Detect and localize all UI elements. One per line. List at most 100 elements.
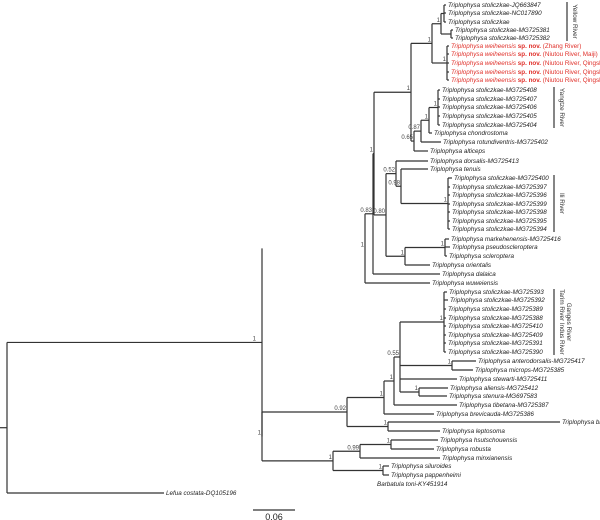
tip-label: Triplophysa stoliczkae-MG725397	[452, 184, 547, 191]
tip-label: Triplophysa leptosoma	[442, 428, 505, 435]
tip-label: Triplophysa pappenheimi	[391, 472, 461, 479]
support-value: 1	[443, 57, 447, 63]
tip-label: Triplophysa rotundiventris-MG725402	[443, 139, 548, 146]
tip-label: Triplophysa orientalis	[432, 262, 492, 269]
tip-label: Triplophysa tibetana-MG725387	[459, 402, 549, 409]
clade-label: Yellow River	[571, 4, 578, 38]
support-value: 0.83	[360, 208, 372, 214]
tip-label: Triplophysa stoliczkae-MG725391	[448, 340, 543, 347]
tip-label: Triplophysa weiheensis sp. nov. (Zhang R…	[451, 43, 581, 50]
support-value: 0.98	[388, 180, 400, 186]
tip-label: Triplophysa stoliczkae-MG725410	[448, 323, 543, 330]
tip-label: Triplophysa stoliczkae-MG725407	[442, 96, 537, 103]
support-value: 1	[441, 242, 445, 248]
clade-label: Yangtze River	[558, 88, 565, 127]
tip-label: Triplophysa stoliczkae-MG725398	[452, 209, 547, 216]
tip-labels: Triplophysa stoliczkae-JQ663847Triplophy…	[166, 2, 600, 497]
tip-label: Triplophysa stoliczkae-MG725408	[442, 87, 537, 94]
tip-label: Triplophysa minxianensis	[442, 455, 513, 462]
tip-label: Triplophysa robusta	[436, 446, 491, 453]
tip-label: Triplophysa stoliczkae-MG725390	[448, 349, 543, 356]
support-value: 1	[387, 439, 391, 445]
support-value: 0.65	[401, 135, 413, 141]
tip-label: Triplophysa stoliczkae-MG725405	[442, 113, 537, 120]
tip-label: Triplophysa alticeps	[430, 148, 486, 155]
tip-label: Triplophysa tenuis	[430, 166, 481, 173]
tip-label: Triplophysa stoliczkae-MG725382	[455, 35, 550, 42]
support-value: 1	[258, 430, 262, 436]
tip-label: Triplophysa stewarti-MG725411	[459, 376, 547, 383]
support-value: 1	[361, 242, 365, 248]
tip-label: Triplophysa stoliczkae-MG725395	[452, 218, 547, 225]
support-value: 1	[384, 421, 388, 427]
support-value: 1	[407, 86, 411, 92]
clade-label: Ili River	[558, 193, 565, 214]
support-value: 1	[390, 375, 394, 381]
tree-branches	[0, 2, 568, 494]
support-value: 1	[401, 250, 405, 256]
clade-label: Ganges River	[565, 303, 572, 342]
support-value: 1	[444, 198, 448, 204]
support-value: 1	[425, 114, 429, 120]
support-value: 1	[380, 392, 384, 398]
scale-bar: 0.06	[253, 509, 295, 520]
support-value: 1	[437, 18, 441, 24]
tip-label: Triplophysa weiheensis sp. nov. (Niutou …	[451, 69, 600, 76]
tip-label: Triplophysa stoliczkae-MG725389	[448, 306, 543, 313]
tip-label: Triplophysa stoliczkae-MG725396	[452, 192, 547, 199]
tip-label: Triplophysa stoliczkae-MG725393	[449, 289, 544, 296]
clade-brackets: Yellow River Yangtze River Ili River Tarim …	[558, 4, 578, 354]
tip-label: Triplophysa stoliczkae-MG725409	[448, 332, 543, 339]
tip-label: Triplophysa bleekeri	[562, 419, 600, 426]
support-value: 0.80	[373, 209, 385, 215]
clade-label: Tarim River Indus River	[558, 289, 565, 354]
support-value: 1	[329, 455, 333, 461]
tip-label: Triplophysa aliensis-MG725412	[450, 385, 539, 392]
tip-label: Triplophysa stoliczkae-JQ663847	[448, 2, 541, 9]
support-value: 1	[379, 465, 383, 471]
tip-label: Triplophysa hsutschouensis	[440, 437, 518, 444]
tip-label: Triplophysa wuweiensis	[432, 280, 499, 287]
support-value: 1	[253, 336, 257, 342]
tip-label: Barbatula toni-KY451914	[377, 481, 448, 488]
tip-label: Triplophysa stoliczkae	[448, 19, 510, 26]
tip-label: Lefua costata-DQ105196	[166, 490, 237, 497]
tip-label: Triplophysa brevicauda-MG725386	[436, 411, 534, 418]
tip-label: Triplophysa anterodorsalis-MG725417	[478, 358, 585, 365]
tip-label: Triplophysa stoliczkae-MG725399	[452, 201, 547, 208]
tip-label: Triplophysa stoliczkae-MG725381	[455, 27, 550, 34]
support-value: 0.52	[383, 168, 395, 174]
support-values: 1 1 1 1 1 1 0.87 0.65 1 1 0.98 0.52 1 1 0.80 1 0.83 1 1 1 1 0…	[253, 18, 452, 471]
support-value: 1	[415, 386, 419, 392]
tip-label: Triplophysa weiheensis sp. nov. (Niutou …	[451, 60, 600, 67]
tip-label: Triplophysa markehenensis-MG725416	[451, 236, 561, 243]
tip-label: Triplophysa chondrostoma	[434, 130, 508, 137]
tip-label: Triplophysa pseudoscleroptera	[452, 244, 538, 251]
tip-label: Triplophysa stoliczkae-NC017890	[448, 10, 542, 17]
tip-label: Triplophysa stoliczkae-MG725400	[454, 175, 549, 182]
tip-label: Triplophysa microps-MG725385	[475, 367, 565, 374]
support-value: 1	[440, 316, 444, 322]
tip-label: Triplophysa dorsalis-MG725413	[430, 158, 519, 165]
scale-bar-label: 0.06	[265, 512, 283, 520]
support-value: 1	[448, 360, 452, 366]
tip-label: Triplophysa weiheensis sp. nov. (Niutou …	[451, 77, 600, 84]
tip-label: Triplophysa stoliczkae-MG725388	[448, 315, 543, 322]
support-value: 1	[428, 37, 432, 43]
support-value: 0.55	[387, 351, 399, 357]
tip-label: Triplophysa stoliczkae-MG725404	[442, 122, 537, 129]
tip-label: Triplophysa stoliczkae-MG725394	[452, 226, 547, 233]
tip-label: Triplophysa weiheensis sp. nov. (Niutou …	[451, 51, 598, 58]
tip-label: Triplophysa scleroptera	[449, 253, 514, 260]
support-value: 0.99	[347, 445, 359, 451]
tip-label: Triplophysa stenura-MG697583	[449, 393, 538, 400]
support-value: 1	[434, 102, 438, 108]
tip-label: Triplophysa stoliczkae-MG725392	[450, 297, 545, 304]
tip-label: Triplophysa siluroides	[391, 463, 452, 470]
support-value: 0.87	[408, 125, 420, 131]
support-value: 1	[370, 148, 374, 154]
tip-label: Triplophysa dalaica	[442, 271, 496, 278]
tip-label: Triplophysa stoliczkae-MG725406	[442, 104, 537, 111]
support-value: 0.92	[334, 406, 346, 412]
